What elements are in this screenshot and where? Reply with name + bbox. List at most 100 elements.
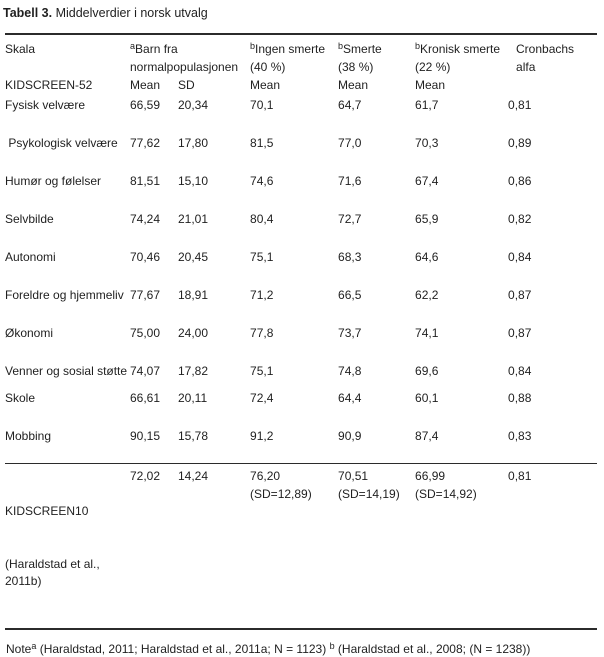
cell-chronic-pain-mean: 62,2 xyxy=(415,288,439,302)
table-note: Notea (Haraldstad, 2011; Haraldstad et a… xyxy=(6,641,598,657)
cell-mean: 72,02 xyxy=(130,463,178,629)
kidscreen10-citation: (Haraldstad et al., 2011b) xyxy=(5,556,104,589)
table-row: Skole 66,61 20,11 72,4 64,4 60,1 0,88 xyxy=(5,387,597,425)
col-header-chronic-pain: bKronisk smerte (22 %) xyxy=(415,34,508,76)
col-header-line2: normalpopulasjonen xyxy=(130,60,239,74)
subheader-mean: Mean xyxy=(250,78,281,92)
footnote-marker-a: a xyxy=(130,41,136,51)
cell-mean: 70,46 xyxy=(130,250,161,264)
cell-sd: 15,10 xyxy=(178,174,209,188)
table-row: Foreldre og hjemmeliv 77,67 18,91 71,2 6… xyxy=(5,284,597,322)
cell-sd: 15,78 xyxy=(178,429,209,443)
cell-cronbach-alfa: 0,86 xyxy=(508,174,532,188)
col-header-line1: aBarn fra xyxy=(130,41,178,57)
cell-mean: 77,67 xyxy=(130,288,161,302)
cell-scale-label: Humør og følelser xyxy=(5,174,102,188)
cell-pain-mean: 77,0 xyxy=(338,136,362,150)
note-reference-b: (Haraldstad et al., 2008; (N = 1238)) xyxy=(334,641,531,656)
cell-cronbach-alfa: 0,87 xyxy=(508,288,532,302)
note-reference-a: (Haraldstad, 2011; Haraldstad et al., 20… xyxy=(36,641,330,656)
cell-pain-mean: 74,8 xyxy=(338,364,362,378)
footnote-marker-b: b xyxy=(250,41,256,51)
table-row: Venner og sosial støtte 74,07 17,82 75,1… xyxy=(5,360,597,387)
cell-sd: 14,24 xyxy=(178,463,251,629)
cell-scale-label: Skole xyxy=(5,391,36,405)
cell-no-pain-mean: 71,2 xyxy=(250,288,274,302)
cell-mean: 81,51 xyxy=(130,174,161,188)
cell-sd: 20,45 xyxy=(178,250,209,264)
cell-mean: 74,07 xyxy=(130,364,161,378)
col-header-skala-label: Skala xyxy=(5,42,36,56)
subheader-empty xyxy=(508,76,597,94)
cell-no-pain-mean: 75,1 xyxy=(250,364,274,378)
cell-chronic-pain-mean: 61,7 xyxy=(415,98,439,112)
table-header: Skala aBarn fra normalpopulasjonen bInge… xyxy=(5,34,597,94)
cell-mean: 90,15 xyxy=(130,429,161,443)
cell-chronic-pain-mean: 87,4 xyxy=(415,429,439,443)
cell-scale-label: Mobbing xyxy=(5,429,52,443)
cell-scale-label: Venner og sosial støtte xyxy=(5,364,128,378)
table-body: Fysisk velvære 66,59 20,34 70,1 64,7 61,… xyxy=(5,94,597,464)
col-header-line1: bSmerte xyxy=(338,41,382,57)
table-title: Tabell 3. Middelverdier i norsk utvalg xyxy=(3,5,598,21)
cell-pain-mean: 71,6 xyxy=(338,174,362,188)
cell-scale-label: Foreldre og hjemmeliv xyxy=(5,288,124,302)
col-header-line2: alfa xyxy=(516,60,536,74)
table-title-number: Tabell 3. xyxy=(3,6,53,20)
col-header-pain: bSmerte (38 %) xyxy=(338,34,415,76)
cell-chronic-pain-mean: 70,3 xyxy=(415,136,439,150)
col-header-no-pain: bIngen smerte (40 %) xyxy=(250,34,338,76)
cell-pain-mean: 73,7 xyxy=(338,326,362,340)
col-header-line1: bIngen smerte xyxy=(250,41,326,57)
cell-scale-label: Fysisk velvære xyxy=(5,98,86,112)
cell-scale-label: Økonomi xyxy=(5,326,54,340)
cell-mean: 66,61 xyxy=(130,391,161,405)
cell-no-pain-mean: 80,4 xyxy=(250,212,274,226)
table-row: Fysisk velvære 66,59 20,34 70,1 64,7 61,… xyxy=(5,94,597,132)
subheader-kidscreen52: KIDSCREEN-52 xyxy=(5,78,93,92)
table-title-text: Middelverdier i norsk utvalg xyxy=(52,6,208,20)
cell-mean: 66,59 xyxy=(130,98,161,112)
col-header-normal-population: aBarn fra normalpopulasjonen xyxy=(130,34,250,76)
table-header-row: Skala aBarn fra normalpopulasjonen bInge… xyxy=(5,34,597,76)
cell-chronic-pain-mean: 65,9 xyxy=(415,212,439,226)
table-subheader-row: KIDSCREEN-52 Mean SD Mean Mean Mean xyxy=(5,76,597,94)
cell-scale-label: Selvbilde xyxy=(5,212,54,226)
col-header-line2: (22 %) xyxy=(415,60,451,74)
cell-no-pain-mean: 81,5 xyxy=(250,136,274,150)
cell-chronic-pain-mean: 67,4 xyxy=(415,174,439,188)
cell-pain-mean: 70,51 (SD=14,19) xyxy=(338,463,416,629)
cell-pain-mean: 64,7 xyxy=(338,98,362,112)
cell-no-pain-mean: 77,8 xyxy=(250,326,274,340)
cell-chronic-pain-mean: 74,1 xyxy=(415,326,439,340)
cell-sd: 17,80 xyxy=(178,136,209,150)
cell-chronic-pain-mean: 60,1 xyxy=(415,391,439,405)
footnote-marker-b: b xyxy=(338,41,344,51)
table-row: Autonomi 70,46 20,45 75,1 68,3 64,6 0,84 xyxy=(5,246,597,284)
table-row: Psykologisk velvære 77,62 17,80 81,5 77,… xyxy=(5,132,597,170)
cell-sd: 20,34 xyxy=(178,98,209,112)
cell-cronbach-alfa: 0,81 xyxy=(508,463,598,629)
table-row: Selvbilde 74,24 21,01 80,4 72,7 65,9 0,8… xyxy=(5,208,597,246)
cell-cronbach-alfa: 0,82 xyxy=(508,212,532,226)
cell-scale-label: KIDSCREEN10 (Haraldstad et al., 2011b) xyxy=(5,463,130,629)
cell-sd: 24,00 xyxy=(178,326,209,340)
cell-no-pain-mean: 91,2 xyxy=(250,429,274,443)
cell-mean: 74,24 xyxy=(130,212,161,226)
kidscreen10-label: KIDSCREEN10 xyxy=(5,504,89,518)
cell-no-pain-mean: 72,4 xyxy=(250,391,274,405)
col-header-line1: bKronisk smerte xyxy=(415,41,501,57)
cell-no-pain-mean: 70,1 xyxy=(250,98,274,112)
cell-cronbach-alfa: 0,84 xyxy=(508,250,532,264)
cell-sd: 21,01 xyxy=(178,212,209,226)
cell-mean: 75,00 xyxy=(130,326,161,340)
cell-cronbach-alfa: 0,81 xyxy=(508,98,532,112)
cell-no-pain-mean: 74,6 xyxy=(250,174,274,188)
cell-chronic-pain-mean: 69,6 xyxy=(415,364,439,378)
col-header-line2: (38 %) xyxy=(338,60,374,74)
cell-chronic-pain-mean: 64,6 xyxy=(415,250,439,264)
cell-sd: 20,11 xyxy=(178,391,208,405)
cell-sd: 18,91 xyxy=(178,288,209,302)
note-prefix: Note xyxy=(6,641,32,656)
